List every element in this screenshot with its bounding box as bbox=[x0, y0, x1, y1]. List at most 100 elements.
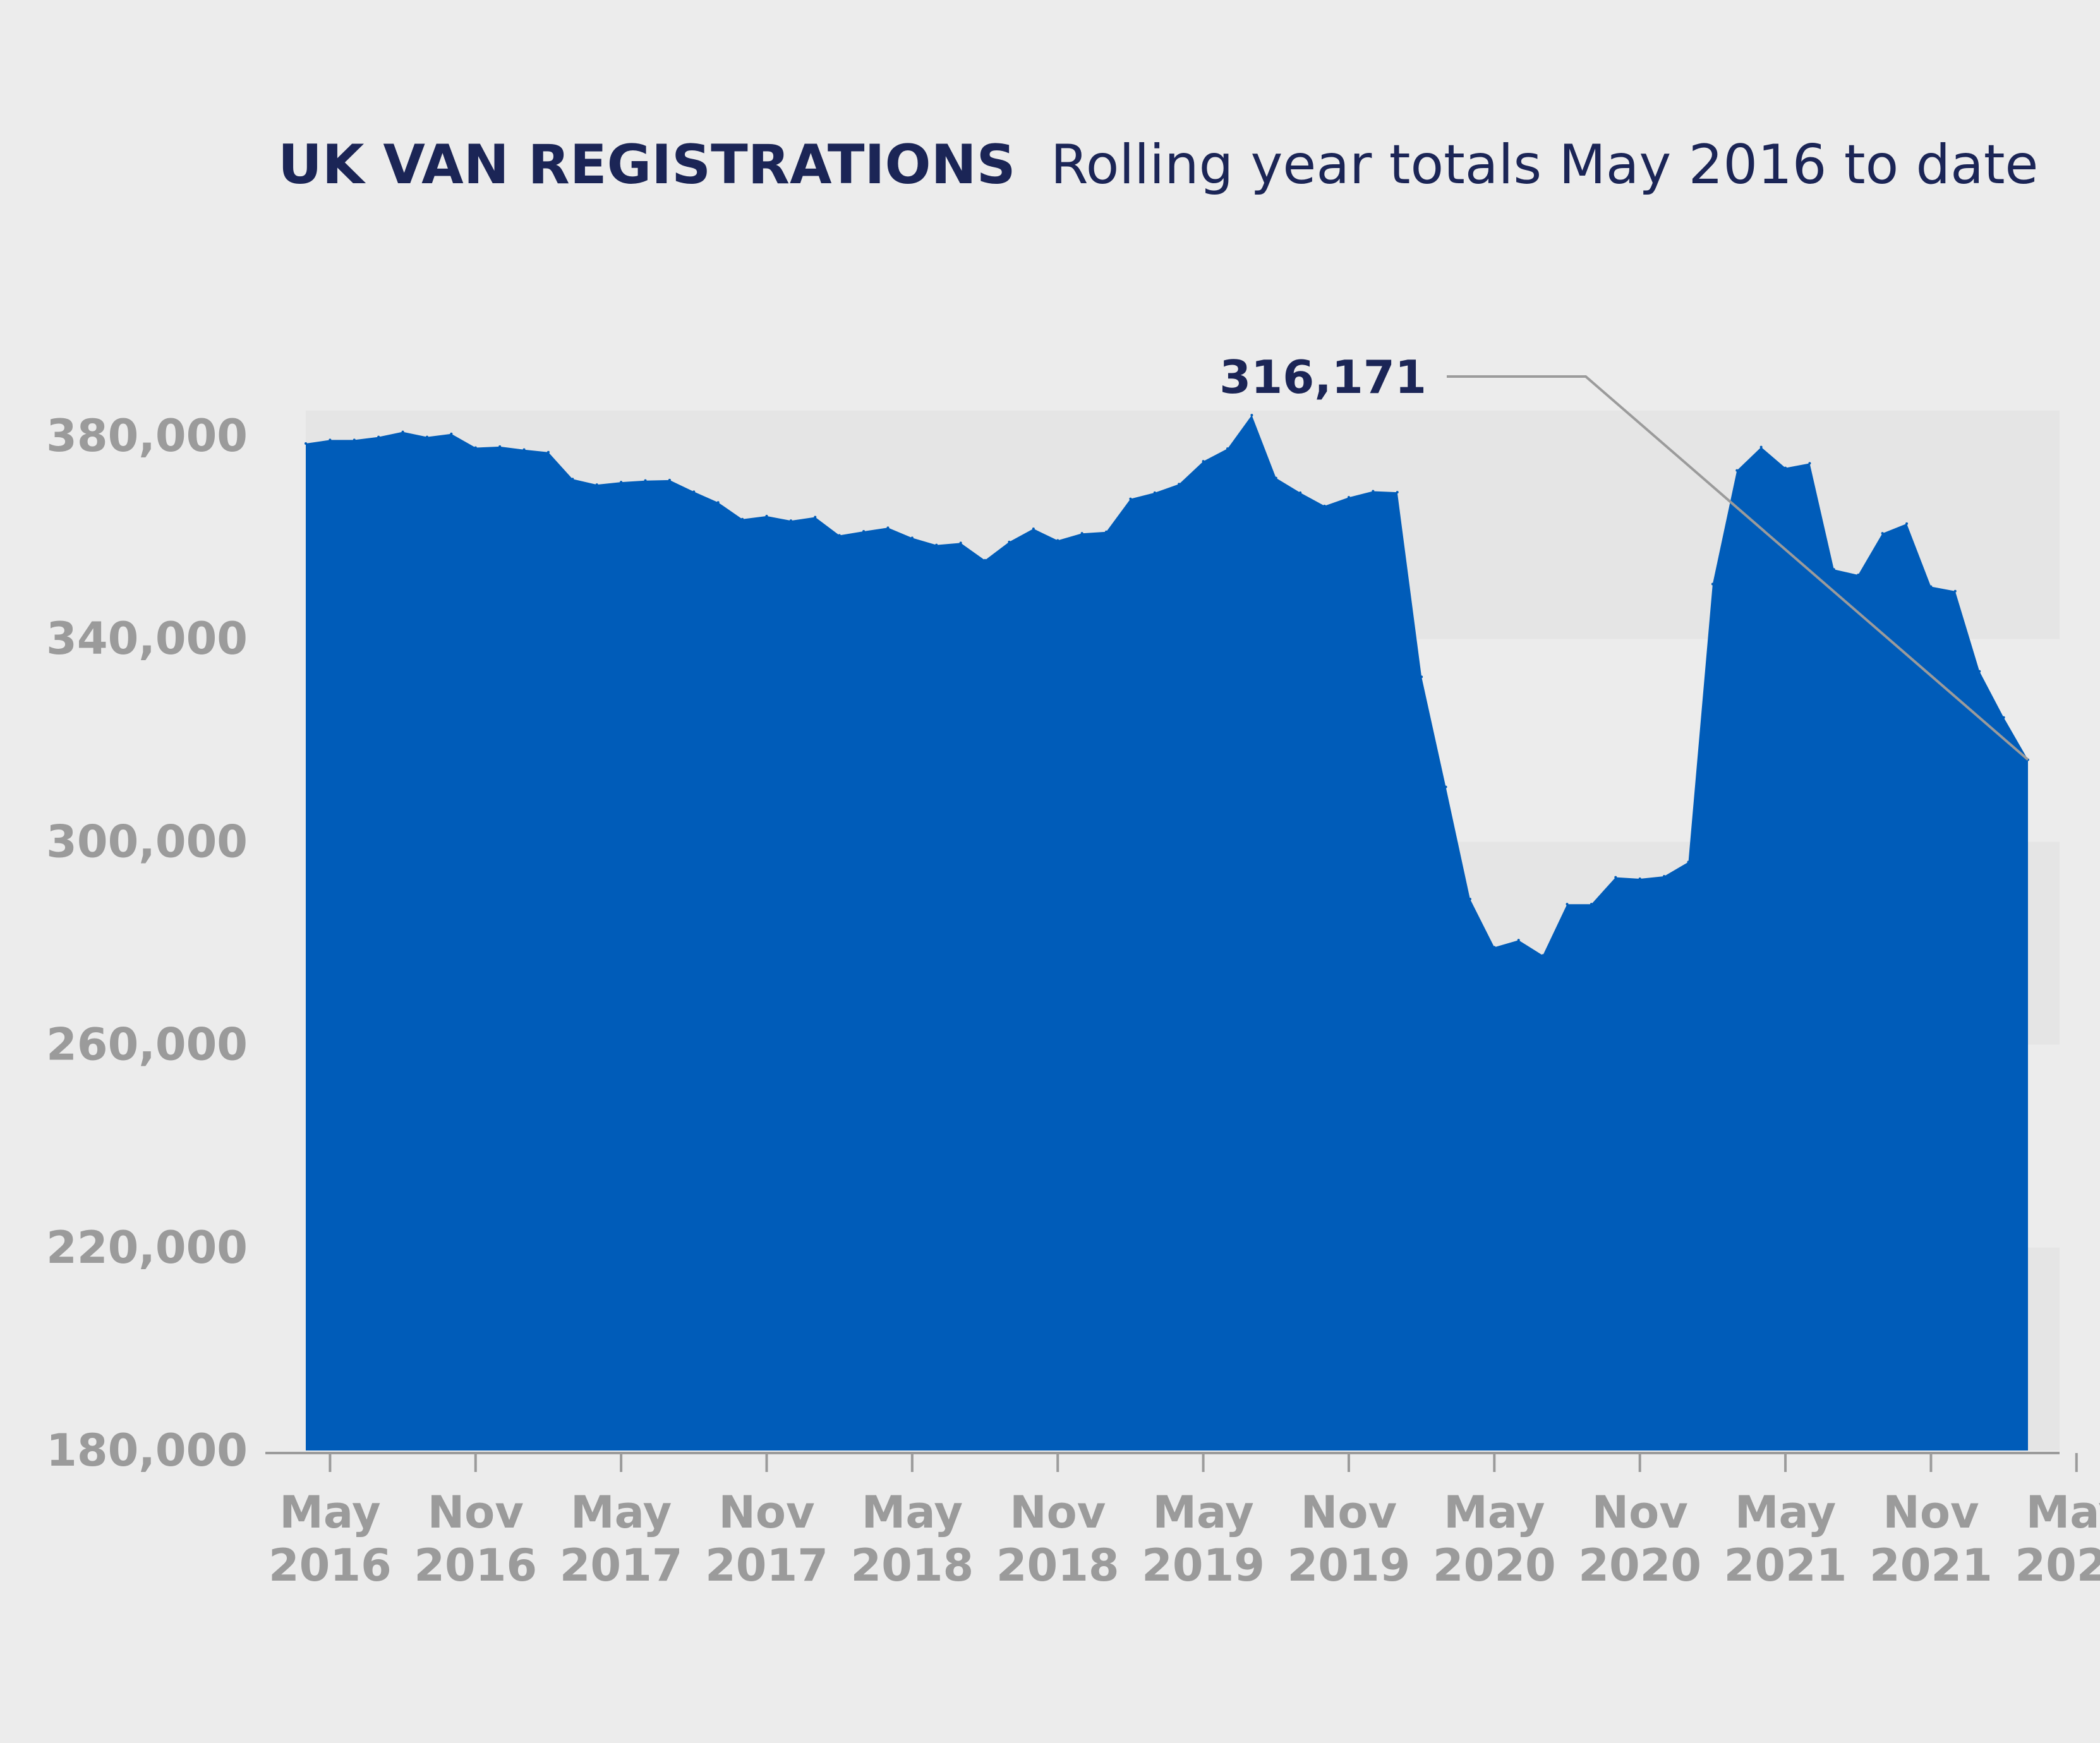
data-point bbox=[1978, 670, 1981, 673]
data-point bbox=[595, 483, 598, 486]
x-tick-label: Nov 2016 bbox=[414, 1487, 537, 1591]
data-point bbox=[1468, 898, 1471, 901]
data-point bbox=[2002, 716, 2005, 719]
x-tick-year: 2017 bbox=[705, 1540, 828, 1591]
data-point bbox=[1105, 530, 1108, 533]
data-point bbox=[1517, 939, 1520, 942]
data-point bbox=[1566, 903, 1569, 906]
x-tick-month: May bbox=[1444, 1487, 1545, 1538]
data-point bbox=[814, 516, 817, 519]
annotation-leader-line bbox=[1447, 375, 2029, 761]
x-tick-month: May bbox=[1152, 1487, 1253, 1538]
x-tick-month: May bbox=[862, 1487, 963, 1538]
x-tick-month: Nov bbox=[1010, 1487, 1106, 1538]
data-point bbox=[546, 450, 550, 454]
data-point bbox=[450, 432, 453, 435]
data-point bbox=[789, 519, 792, 522]
data-points bbox=[305, 414, 2029, 957]
data-point bbox=[1444, 785, 1447, 788]
data-point bbox=[886, 526, 890, 529]
data-point bbox=[1396, 491, 1399, 494]
data-point bbox=[377, 435, 380, 438]
x-tick-year: 2019 bbox=[1288, 1540, 1411, 1591]
data-point bbox=[741, 517, 744, 521]
x-tick-month: May bbox=[279, 1487, 380, 1538]
data-point bbox=[1032, 527, 1035, 530]
x-tick-label: May 2017 bbox=[560, 1487, 683, 1591]
data-point bbox=[1056, 539, 1059, 542]
x-tick-label: Nov 2017 bbox=[705, 1487, 828, 1591]
data-point bbox=[1614, 876, 1617, 879]
data-point bbox=[692, 490, 696, 493]
y-tick-label: 300,000 bbox=[46, 816, 248, 867]
y-tick-label: 380,000 bbox=[46, 410, 248, 462]
y-tick-label: 340,000 bbox=[46, 613, 248, 665]
data-point bbox=[425, 435, 428, 438]
x-tick-year: 2022 bbox=[2015, 1540, 2100, 1591]
x-tick-label: May 2021 bbox=[1724, 1487, 1847, 1591]
x-tick-year: 2016 bbox=[269, 1540, 392, 1591]
x-tick-label: May 2016 bbox=[269, 1487, 392, 1591]
x-tick-year: 2020 bbox=[1578, 1540, 1701, 1591]
x-tick-year: 2017 bbox=[560, 1540, 683, 1591]
y-tick-label: 260,000 bbox=[46, 1019, 248, 1071]
chart-title: UK VAN REGISTRATIONS Rolling year totals… bbox=[278, 133, 2038, 196]
data-point bbox=[1226, 447, 1229, 450]
data-point bbox=[1953, 589, 1957, 593]
data-point bbox=[498, 445, 502, 448]
x-tick-year: 2018 bbox=[996, 1540, 1119, 1591]
data-point bbox=[668, 478, 671, 481]
data-point bbox=[1735, 469, 1739, 472]
x-tick-label: Nov 2020 bbox=[1578, 1487, 1701, 1591]
data-point bbox=[1129, 497, 1132, 500]
data-point bbox=[862, 529, 866, 533]
data-point bbox=[1881, 532, 1884, 535]
data-point bbox=[959, 541, 962, 545]
x-tick-year: 2018 bbox=[850, 1540, 974, 1591]
data-point bbox=[1905, 522, 1909, 525]
x-tick-label: Nov 2018 bbox=[996, 1487, 1119, 1591]
data-point bbox=[1542, 954, 1545, 957]
data-point bbox=[571, 478, 574, 481]
chart-title-main: UK VAN REGISTRATIONS bbox=[278, 133, 1016, 196]
x-tick-label: Nov 2021 bbox=[1869, 1487, 1993, 1591]
data-point bbox=[1274, 476, 1277, 479]
x-tick-month: May bbox=[570, 1487, 672, 1538]
data-point bbox=[1372, 490, 1375, 493]
x-tick-month: Nov bbox=[718, 1487, 814, 1538]
data-point bbox=[1008, 540, 1011, 543]
x-tick-month: Nov bbox=[428, 1487, 524, 1538]
data-point bbox=[935, 543, 938, 546]
data-point bbox=[1347, 496, 1350, 499]
x-tick-year: 2021 bbox=[1869, 1540, 1993, 1591]
data-point bbox=[305, 442, 307, 445]
data-point bbox=[1808, 462, 1811, 465]
y-tick-label: 220,000 bbox=[46, 1222, 248, 1274]
data-point bbox=[765, 514, 768, 517]
data-point bbox=[1493, 946, 1496, 949]
x-tick-month: Nov bbox=[1301, 1487, 1397, 1538]
x-tick-label: Nov 2019 bbox=[1288, 1487, 1411, 1591]
data-point bbox=[1590, 903, 1593, 906]
data-point bbox=[716, 501, 720, 504]
x-tick-month: Nov bbox=[1883, 1487, 1979, 1538]
data-point bbox=[984, 558, 987, 562]
x-tick-label: May 2020 bbox=[1433, 1487, 1556, 1591]
x-tick-year: 2019 bbox=[1142, 1540, 1265, 1591]
data-point bbox=[1299, 491, 1302, 494]
data-point bbox=[1202, 460, 1205, 463]
x-tick-label: May2022 bbox=[2015, 1487, 2100, 1591]
x-tick-year: 2021 bbox=[1724, 1540, 1847, 1591]
data-point bbox=[1420, 675, 1423, 679]
data-point bbox=[1178, 483, 1181, 486]
data-point bbox=[1832, 568, 1835, 571]
x-tick-label: May 2018 bbox=[850, 1487, 974, 1591]
data-point bbox=[1929, 585, 1933, 588]
data-point bbox=[1784, 466, 1787, 469]
data-point bbox=[838, 534, 841, 537]
data-point bbox=[353, 438, 356, 442]
data-point bbox=[1687, 860, 1690, 864]
data-point bbox=[1153, 491, 1156, 494]
